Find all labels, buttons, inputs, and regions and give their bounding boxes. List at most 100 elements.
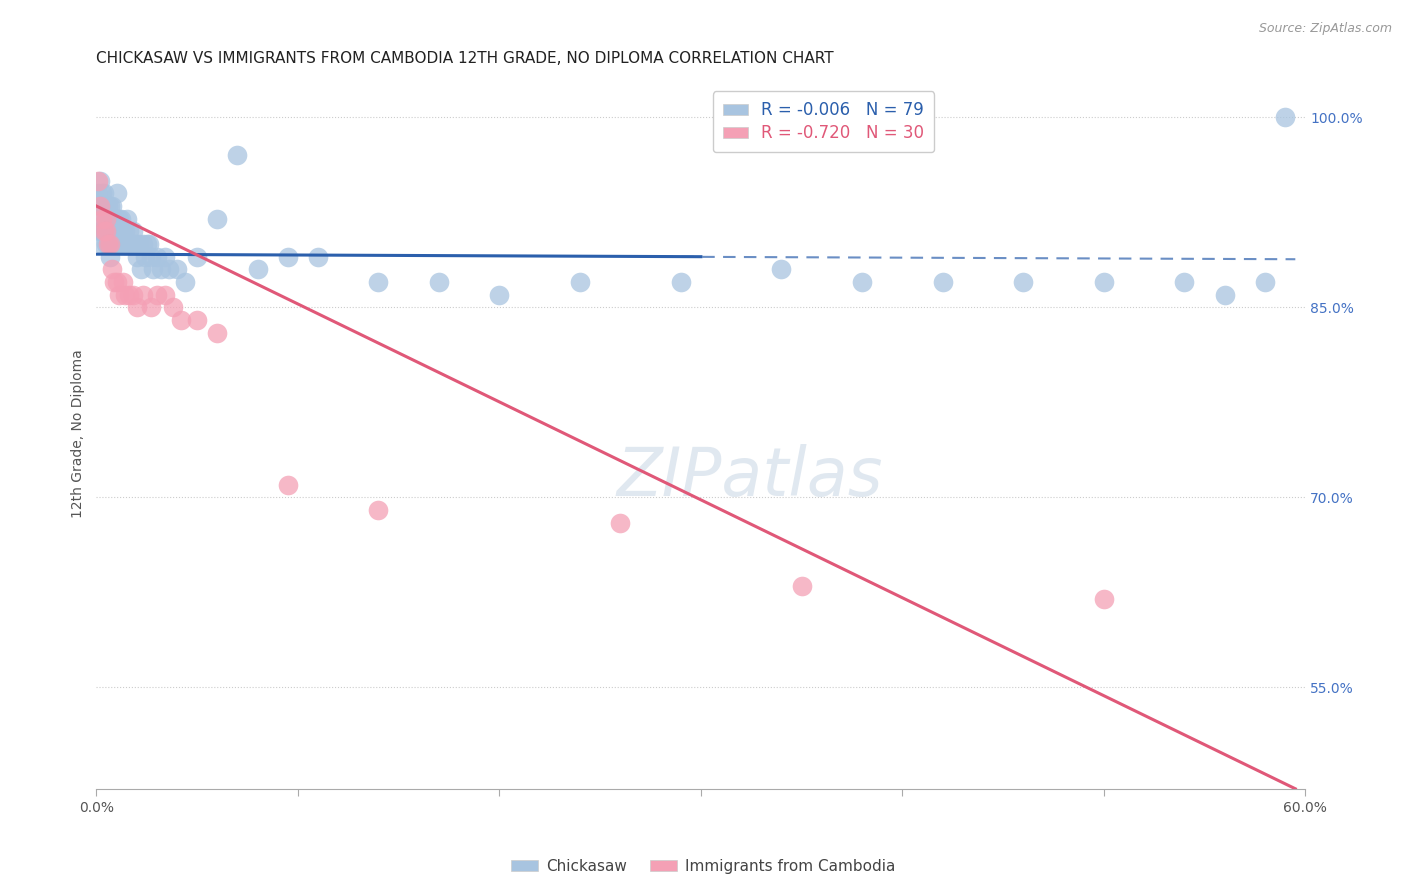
Point xyxy=(93,224,115,238)
Point xyxy=(790,579,813,593)
Y-axis label: 12th Grade, No Diploma: 12th Grade, No Diploma xyxy=(72,350,86,518)
Point xyxy=(170,313,193,327)
Point xyxy=(103,275,125,289)
Point xyxy=(107,287,129,301)
Point xyxy=(186,250,208,264)
Point xyxy=(96,237,118,252)
Point xyxy=(246,262,269,277)
Point xyxy=(100,250,122,264)
Point xyxy=(138,237,160,252)
Legend: R = -0.006   N = 79, R = -0.720   N = 30: R = -0.006 N = 79, R = -0.720 N = 30 xyxy=(713,91,935,153)
Point xyxy=(111,237,134,252)
Point xyxy=(139,250,162,264)
Text: Source: ZipAtlas.com: Source: ZipAtlas.com xyxy=(1258,22,1392,36)
Point xyxy=(277,477,299,491)
Point xyxy=(114,224,136,238)
Point xyxy=(105,237,128,252)
Point xyxy=(89,199,111,213)
Point xyxy=(162,301,184,315)
Point xyxy=(111,275,134,289)
Point xyxy=(367,503,389,517)
Point xyxy=(307,250,329,264)
Point xyxy=(1092,275,1115,289)
Point xyxy=(96,211,118,226)
Point xyxy=(97,199,120,213)
Point xyxy=(153,287,176,301)
Point xyxy=(110,224,132,238)
Point xyxy=(100,237,122,252)
Point xyxy=(97,237,120,252)
Point xyxy=(93,199,115,213)
Point xyxy=(100,199,122,213)
Point xyxy=(226,148,249,162)
Point xyxy=(129,262,152,277)
Point xyxy=(93,186,115,201)
Point xyxy=(96,224,118,238)
Point xyxy=(110,211,132,226)
Point xyxy=(124,237,146,252)
Point xyxy=(96,199,118,213)
Point xyxy=(117,224,139,238)
Point xyxy=(97,211,120,226)
Point xyxy=(134,250,156,264)
Point xyxy=(142,262,165,277)
Point xyxy=(101,237,124,252)
Point xyxy=(91,199,114,213)
Point xyxy=(101,224,124,238)
Point xyxy=(111,224,134,238)
Point xyxy=(131,237,153,252)
Point xyxy=(105,211,128,226)
Point xyxy=(97,237,120,252)
Point xyxy=(770,262,793,277)
Point xyxy=(121,287,143,301)
Point xyxy=(91,224,114,238)
Point xyxy=(427,275,450,289)
Point xyxy=(87,211,110,226)
Point xyxy=(89,224,111,238)
Point xyxy=(149,262,172,277)
Point xyxy=(100,211,122,226)
Point xyxy=(105,186,128,201)
Point xyxy=(91,211,114,226)
Point xyxy=(120,237,142,252)
Point xyxy=(105,275,128,289)
Point xyxy=(1274,111,1296,125)
Point xyxy=(174,275,197,289)
Point xyxy=(1254,275,1277,289)
Point xyxy=(100,237,122,252)
Text: CHICKASAW VS IMMIGRANTS FROM CAMBODIA 12TH GRADE, NO DIPLOMA CORRELATION CHART: CHICKASAW VS IMMIGRANTS FROM CAMBODIA 12… xyxy=(97,51,834,66)
Point xyxy=(125,301,148,315)
Point xyxy=(115,211,138,226)
Point xyxy=(103,211,125,226)
Point xyxy=(91,186,114,201)
Point xyxy=(1092,591,1115,606)
Point xyxy=(101,199,124,213)
Point xyxy=(367,275,389,289)
Point xyxy=(207,326,229,340)
Point xyxy=(87,186,110,201)
Point xyxy=(568,275,591,289)
Point xyxy=(131,287,153,301)
Point xyxy=(89,199,111,213)
Point xyxy=(91,237,114,252)
Point xyxy=(851,275,873,289)
Point xyxy=(153,250,176,264)
Point xyxy=(135,237,157,252)
Point xyxy=(277,250,299,264)
Point xyxy=(157,262,180,277)
Point xyxy=(93,224,115,238)
Point xyxy=(128,237,150,252)
Point xyxy=(1012,275,1035,289)
Point xyxy=(1213,287,1236,301)
Point xyxy=(96,211,118,226)
Text: ZIPatlas: ZIPatlas xyxy=(616,443,883,509)
Point xyxy=(139,301,162,315)
Point xyxy=(87,174,110,188)
Point xyxy=(146,287,169,301)
Point xyxy=(125,250,148,264)
Point xyxy=(114,287,136,301)
Point xyxy=(107,237,129,252)
Point xyxy=(89,174,111,188)
Point xyxy=(609,516,631,530)
Point xyxy=(186,313,208,327)
